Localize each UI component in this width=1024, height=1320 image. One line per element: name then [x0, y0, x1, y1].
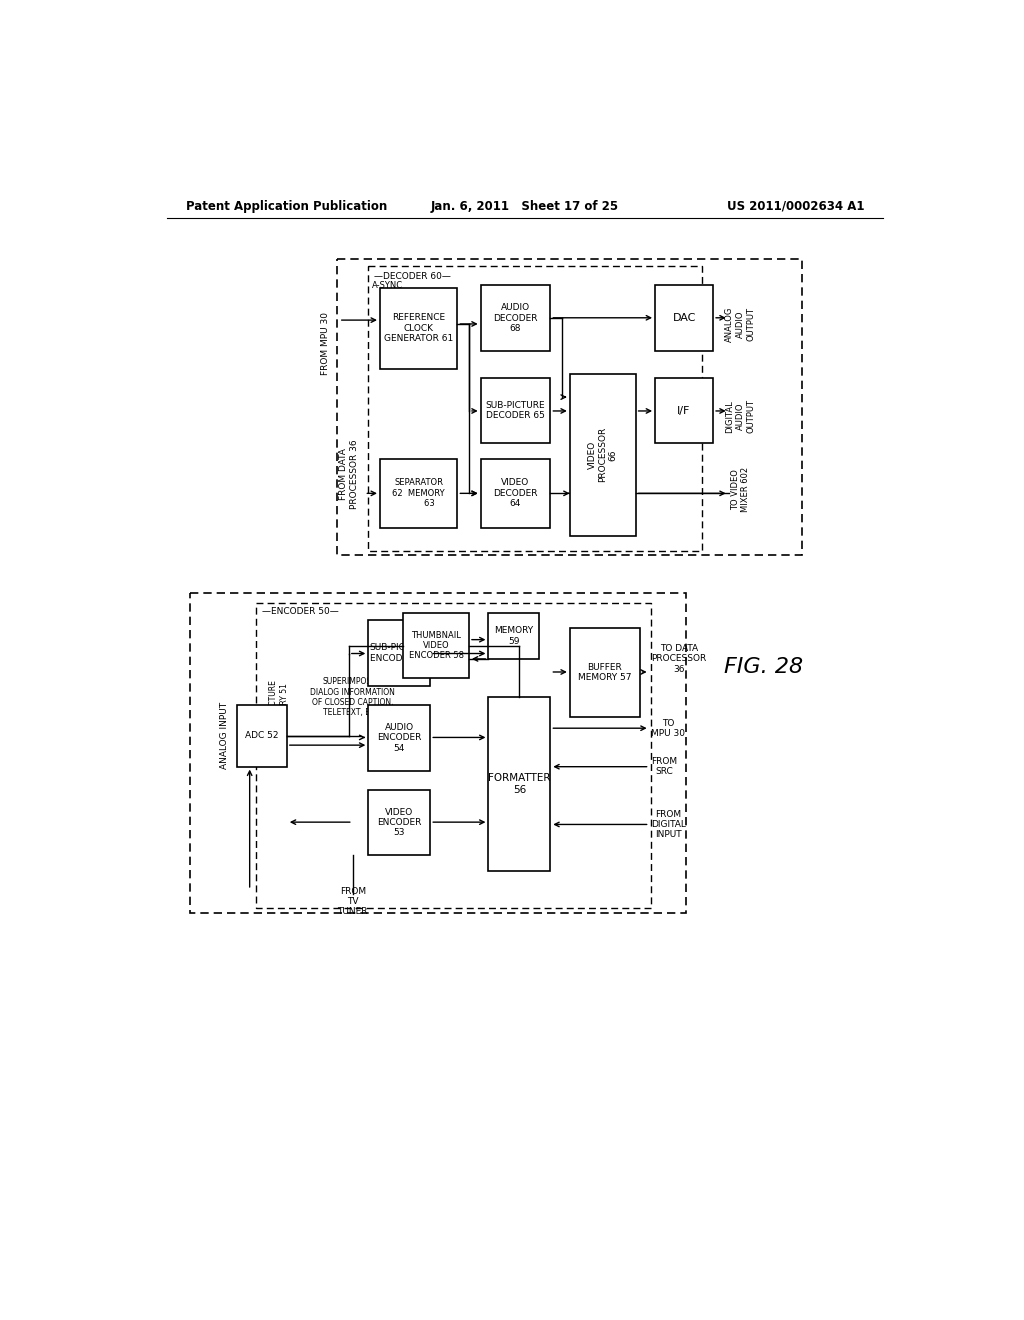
Text: ADC 52: ADC 52 [245, 731, 279, 741]
Bar [403, 612, 469, 678]
Bar [369, 620, 430, 686]
Bar [237, 705, 287, 767]
Bar [380, 288, 458, 368]
Text: US 2011/0002634 A1: US 2011/0002634 A1 [727, 199, 864, 213]
Bar [655, 285, 713, 351]
Bar [480, 459, 550, 528]
Text: ANALOG
AUDIO
OUTPUT: ANALOG AUDIO OUTPUT [725, 306, 755, 342]
Text: THUMBNAIL
VIDEO
ENCODER 58: THUMBNAIL VIDEO ENCODER 58 [409, 631, 464, 660]
Bar [488, 612, 539, 659]
Bar [488, 697, 550, 871]
Text: AUDIO
DECODER
68: AUDIO DECODER 68 [494, 304, 538, 333]
Text: TO DATA
PROCESSOR
36: TO DATA PROCESSOR 36 [651, 644, 707, 673]
Text: FROM MPU 30: FROM MPU 30 [322, 312, 330, 375]
Text: SUPERIMPOSED
DIALOG INFORMATION
OF CLOSED CAPTION,
TELETEXT, ETC.: SUPERIMPOSED DIALOG INFORMATION OF CLOSE… [310, 677, 395, 718]
Text: Patent Application Publication: Patent Application Publication [186, 199, 387, 213]
Text: —ENCODER 50—: —ENCODER 50— [262, 607, 339, 616]
Bar [480, 285, 550, 351]
Bar [337, 259, 802, 554]
Text: MEMORY
59: MEMORY 59 [494, 626, 534, 645]
Text: AUDIO
ENCODER
54: AUDIO ENCODER 54 [377, 723, 422, 752]
Text: VIDEO
ENCODER
53: VIDEO ENCODER 53 [377, 808, 422, 837]
Text: VIDEO
DECODER
64: VIDEO DECODER 64 [494, 478, 538, 508]
Bar [369, 705, 430, 771]
Text: REFERENCE
CLOCK
GENERATOR 61: REFERENCE CLOCK GENERATOR 61 [384, 313, 454, 343]
Bar [569, 374, 636, 536]
Text: FROM
DIGITAL
INPUT: FROM DIGITAL INPUT [651, 809, 686, 840]
Text: SUB-PICTURE
ENCODER 55: SUB-PICTURE ENCODER 55 [370, 643, 429, 663]
Text: BUFFER
MEMORY 57: BUFFER MEMORY 57 [578, 663, 632, 682]
Bar [380, 459, 458, 528]
Text: FROM DATA
PROCESSOR 36: FROM DATA PROCESSOR 36 [339, 440, 358, 510]
Text: A-SYNC: A-SYNC [372, 281, 403, 290]
Text: TO
MPU 30: TO MPU 30 [651, 718, 685, 738]
Text: THUMBNAIL PICTURE
FRAME MEMORY 51: THUMBNAIL PICTURE FRAME MEMORY 51 [269, 681, 289, 760]
Bar [256, 603, 651, 908]
Text: FORMATTER
56: FORMATTER 56 [488, 774, 551, 795]
Text: SUB-PICTURE
DECODER 65: SUB-PICTURE DECODER 65 [485, 401, 546, 420]
Bar [569, 628, 640, 717]
Text: ANALOG INPUT: ANALOG INPUT [220, 702, 229, 770]
Bar [369, 267, 701, 552]
Text: DIGITAL
AUDIO
OUTPUT: DIGITAL AUDIO OUTPUT [725, 400, 755, 433]
Text: SEPARATOR
62  MEMORY
        63: SEPARATOR 62 MEMORY 63 [392, 478, 445, 508]
Text: FIG. 28: FIG. 28 [724, 656, 803, 677]
Bar [190, 594, 686, 913]
Text: VIDEO
PROCESSOR
66: VIDEO PROCESSOR 66 [588, 428, 617, 483]
Bar [480, 378, 550, 444]
Text: FROM
TV
TUNER: FROM TV TUNER [338, 887, 368, 916]
Text: Jan. 6, 2011   Sheet 17 of 25: Jan. 6, 2011 Sheet 17 of 25 [431, 199, 618, 213]
Text: —DECODER 60—: —DECODER 60— [375, 272, 452, 281]
Text: TO VIDEO
MIXER 602: TO VIDEO MIXER 602 [730, 467, 750, 512]
Bar [369, 789, 430, 855]
Bar [655, 378, 713, 444]
Text: I/F: I/F [677, 405, 691, 416]
Text: FROM
SRC: FROM SRC [651, 756, 677, 776]
Text: DAC: DAC [673, 313, 695, 323]
